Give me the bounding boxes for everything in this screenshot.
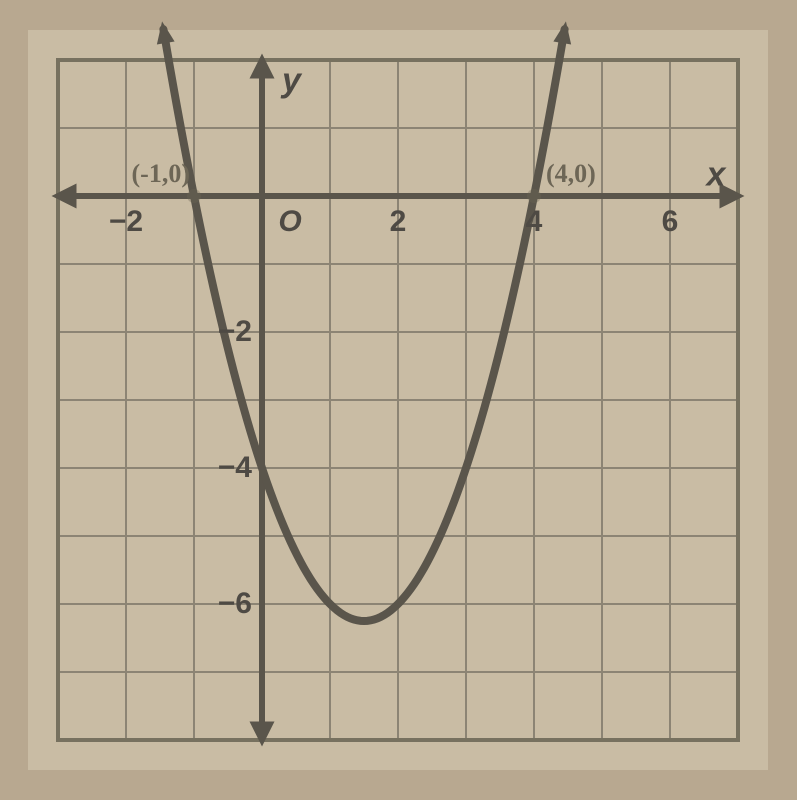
origin-label: O	[278, 205, 301, 239]
curve-arrow-icon	[553, 20, 574, 45]
y-tick-label: −2	[218, 315, 252, 349]
x-axis-label: x	[707, 156, 726, 195]
y-tick-label: −4	[218, 451, 252, 485]
y-tick-label: −6	[218, 587, 252, 621]
x-tick-label: 6	[662, 205, 679, 239]
curve-arrow-icon	[153, 20, 174, 45]
intercept-mark	[527, 189, 541, 203]
x-tick-label: −2	[109, 205, 143, 239]
chart-svg	[0, 0, 797, 800]
handwritten-left-root: (-1,0)	[132, 159, 190, 189]
x-tick-label: 4	[526, 205, 543, 239]
handwritten-right-root: (4,0)	[546, 159, 596, 189]
intercept-mark	[187, 189, 201, 203]
x-tick-label: 2	[390, 205, 407, 239]
y-axis-label: y	[282, 62, 301, 101]
